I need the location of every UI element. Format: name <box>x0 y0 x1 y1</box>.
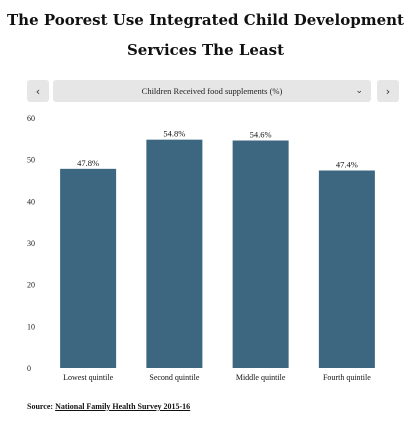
x-tick-label: Middle quintile <box>236 373 286 382</box>
bar[interactable] <box>318 170 375 369</box>
source-label: Source: <box>27 402 54 411</box>
x-tick-label: Fourth quintile <box>323 373 371 382</box>
chart-title-line2: Services The Least <box>126 41 285 59</box>
y-tick-label: 20 <box>27 281 35 290</box>
chevron-left-icon: ‹ <box>35 84 41 98</box>
x-tick-label: Second quintile <box>149 373 199 382</box>
x-tick-label: Lowest quintile <box>63 373 113 382</box>
chevron-right-icon: › <box>385 84 391 98</box>
bars-group <box>60 139 375 369</box>
y-tick-label: 10 <box>27 322 35 331</box>
source-link[interactable]: National Family Health Survey 2015-16 <box>55 402 191 411</box>
data-label: 54.8% <box>163 129 185 139</box>
next-indicator-button[interactable]: › <box>377 80 399 102</box>
y-tick-label: 60 <box>27 114 35 123</box>
bar-chart: 0 10 20 30 40 50 60 47.8% 54.8% 54.6% 47.4% Lowes… <box>27 114 375 382</box>
y-tick-label: 30 <box>27 239 35 248</box>
bar[interactable] <box>232 140 289 369</box>
indicator-selector: ‹ Children Received food supplements (%)… <box>27 80 399 102</box>
data-label: 54.6% <box>250 130 272 140</box>
y-tick-label: 40 <box>27 197 35 206</box>
source-note: Source: National Family Health Survey 20… <box>27 402 190 411</box>
data-labels-group: 47.8% 54.8% 54.6% 47.4% <box>77 129 358 170</box>
y-tick-label: 50 <box>27 156 35 165</box>
indicator-dropdown[interactable]: Children Received food supplements (%) ⌄ <box>53 80 371 102</box>
y-tick-label: 0 <box>27 364 31 373</box>
chevron-down-icon: ⌄ <box>355 86 363 96</box>
data-label: 47.4% <box>336 160 358 170</box>
bar[interactable] <box>146 139 203 368</box>
y-axis: 0 10 20 30 40 50 60 <box>27 114 35 373</box>
chart-title-line1: The Poorest Use Integrated Child Develop… <box>7 11 404 29</box>
previous-indicator-button[interactable]: ‹ <box>27 80 49 102</box>
bar[interactable] <box>60 168 117 368</box>
data-label: 47.8% <box>77 158 99 168</box>
x-axis: Lowest quintile Second quintile Middle qui… <box>63 373 371 382</box>
indicator-dropdown-label: Children Received food supplements (%) <box>141 86 283 96</box>
